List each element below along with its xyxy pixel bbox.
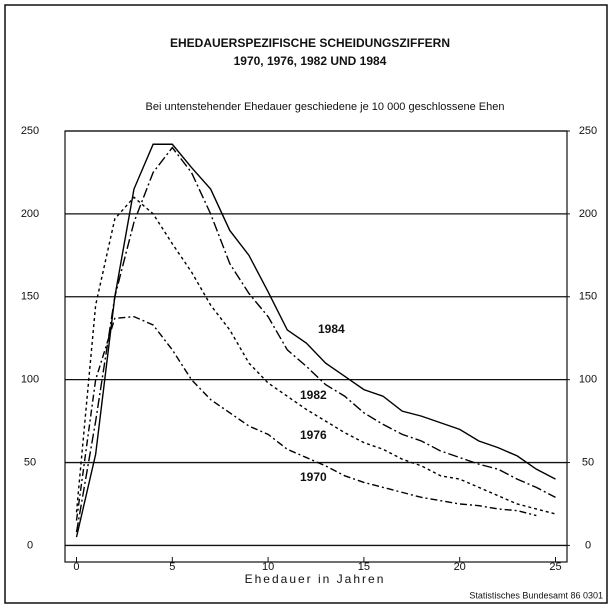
series-line — [75, 143, 556, 538]
series-label: 1984 — [318, 322, 345, 336]
y-tick-label: 200 — [21, 208, 39, 220]
y-axis-label: Bei untenstehender Ehedauer geschiedene … — [146, 101, 505, 113]
y2-tick-label: 0 — [585, 539, 591, 551]
source: Statistisches Bundesamt 86 0301 — [469, 590, 603, 600]
x-tick-label: 5 — [169, 561, 175, 573]
series-line — [75, 315, 537, 521]
frame — [4, 4, 608, 604]
x-tick-label: 25 — [549, 561, 561, 573]
y-tick-label: 150 — [21, 291, 39, 303]
x-tick-label: 15 — [358, 561, 370, 573]
x-tick-label: 10 — [262, 561, 274, 573]
x-tick-label: 0 — [73, 561, 79, 573]
series-line — [75, 146, 556, 533]
chart-title: EHEDAUERSPEZIFISCHE SCHEIDUNGSZIFFERN — [170, 36, 450, 50]
y2-tick-label: 200 — [579, 208, 597, 220]
y2-tick-label: 50 — [582, 456, 594, 468]
series-label: 1982 — [300, 388, 327, 402]
series-line — [75, 196, 556, 515]
y2-tick-label: 100 — [579, 374, 597, 386]
y-tick-label: 100 — [21, 374, 39, 386]
y2-tick-label: 250 — [579, 125, 597, 137]
y2-tick-label: 150 — [579, 291, 597, 303]
x-tick-label: 20 — [454, 561, 466, 573]
x-axis-label: Ehedauer in Jahren — [245, 572, 386, 586]
chart-subtitle: 1970, 1976, 1982 UND 1984 — [234, 54, 387, 68]
plot-area — [64, 130, 568, 563]
y-tick-label: 50 — [24, 456, 36, 468]
y-tick-label: 250 — [21, 125, 39, 137]
y-tick-label: 0 — [27, 539, 33, 551]
series-label: 1970 — [300, 470, 327, 484]
series-label: 1976 — [300, 428, 327, 442]
